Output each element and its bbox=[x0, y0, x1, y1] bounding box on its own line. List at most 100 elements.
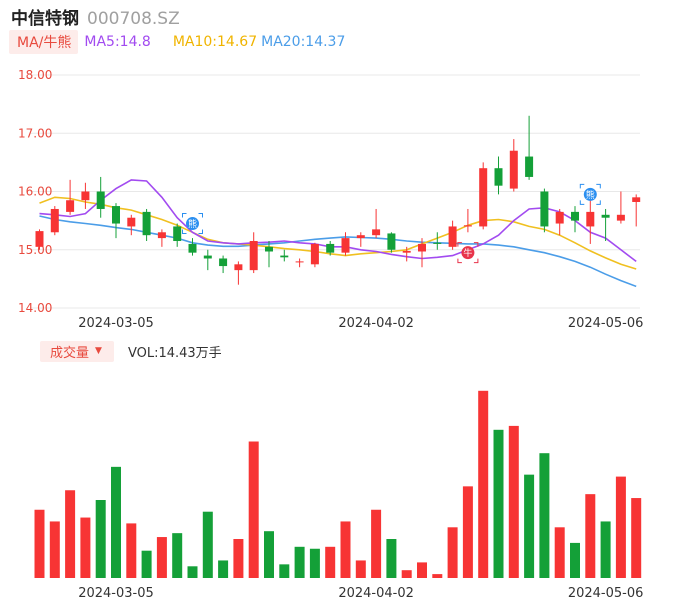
candle bbox=[525, 115, 534, 180]
volume-bar bbox=[325, 546, 336, 578]
candle bbox=[402, 246, 411, 262]
bull-signal-marker: 牛 bbox=[457, 242, 479, 264]
candle bbox=[356, 232, 365, 247]
volume-indicator-bar: 成交量 ▼ VOL:14.43万手 bbox=[40, 340, 222, 362]
bear-signal-marker: 熊 bbox=[182, 213, 203, 235]
volume-bar bbox=[478, 390, 489, 578]
volume-bar bbox=[80, 517, 91, 578]
volume-bar bbox=[355, 560, 366, 578]
candle-body bbox=[50, 208, 59, 233]
volume-bar bbox=[508, 425, 519, 578]
candle-body bbox=[372, 229, 381, 236]
candle bbox=[219, 255, 228, 274]
candle bbox=[341, 232, 350, 256]
candle-body bbox=[463, 225, 472, 227]
candle-body bbox=[66, 200, 75, 212]
volume-bar bbox=[462, 486, 473, 578]
volume-bar bbox=[141, 550, 152, 578]
volume-indicator-selector[interactable]: 成交量 ▼ bbox=[40, 340, 114, 362]
volume-bar bbox=[65, 490, 76, 578]
candle bbox=[571, 206, 579, 233]
candle bbox=[234, 261, 243, 285]
candle bbox=[448, 220, 457, 250]
candle-body bbox=[571, 211, 579, 221]
candle bbox=[310, 242, 319, 268]
candle bbox=[387, 232, 396, 253]
candle bbox=[463, 208, 472, 233]
y-tick-label: 16.00 bbox=[18, 185, 52, 199]
x-tick-label: 2024-03-05 bbox=[78, 316, 154, 331]
candle bbox=[249, 232, 258, 274]
bear-signal-marker: 熊 bbox=[579, 183, 601, 205]
x-axis-labels: 2024-03-05 2024-04-02 2024-05-06 bbox=[78, 316, 643, 331]
caret-down-icon: ▼ bbox=[95, 346, 102, 356]
volume-value: VOL:14.43万手 bbox=[127, 345, 222, 361]
candle-body bbox=[540, 191, 549, 227]
candle-body bbox=[387, 233, 396, 250]
volume-bar bbox=[417, 562, 427, 578]
candle-body bbox=[157, 232, 166, 239]
volume-bar bbox=[218, 560, 229, 578]
marker-label: 熊 bbox=[586, 189, 595, 201]
volume-bar bbox=[309, 548, 320, 578]
candle-body bbox=[219, 258, 228, 267]
volume-x-axis-labels: 2024-03-05 2024-04-02 2024-05-06 bbox=[78, 586, 643, 601]
candle bbox=[479, 162, 488, 230]
candle bbox=[173, 223, 182, 247]
marker-bracket bbox=[457, 242, 479, 264]
volume-bar bbox=[554, 527, 565, 578]
volume-bar bbox=[126, 523, 137, 578]
candlesticks bbox=[35, 115, 641, 285]
candle bbox=[142, 208, 151, 242]
candle bbox=[616, 191, 625, 224]
candle-body bbox=[112, 206, 120, 224]
candle bbox=[433, 232, 442, 250]
y-tick-label: 17.00 bbox=[18, 126, 52, 140]
volume-bar bbox=[570, 542, 580, 578]
candle-body bbox=[280, 255, 289, 258]
candle bbox=[295, 258, 304, 268]
candle bbox=[157, 229, 166, 247]
candle-body bbox=[448, 226, 457, 247]
candle-body bbox=[433, 242, 442, 244]
x-tick-label: 2024-03-05 bbox=[78, 586, 154, 601]
candle-body bbox=[326, 243, 335, 253]
candle bbox=[188, 238, 197, 256]
volume-bar bbox=[631, 498, 642, 578]
ma10-label: MA10:14.67 bbox=[172, 34, 258, 50]
signal-markers: 熊牛 熊 bbox=[182, 183, 601, 264]
ma5-line bbox=[39, 179, 637, 263]
volume-bar bbox=[340, 521, 351, 578]
marker-label: 熊 bbox=[188, 218, 197, 230]
candle-body bbox=[586, 211, 595, 227]
marker-label: 牛 bbox=[463, 247, 472, 259]
volume-bar bbox=[386, 539, 397, 578]
ma-indicator-selector[interactable]: MA/牛熊 bbox=[9, 30, 79, 54]
candle-body bbox=[142, 211, 151, 236]
candle-body bbox=[479, 168, 488, 227]
y-tick-label: 15.00 bbox=[18, 243, 52, 257]
volume-bar bbox=[202, 511, 213, 578]
volume-bars bbox=[34, 390, 642, 578]
candle-body bbox=[203, 255, 212, 259]
candle-body bbox=[601, 214, 610, 218]
volume-bar bbox=[600, 521, 611, 578]
candle bbox=[280, 249, 289, 262]
candle bbox=[418, 238, 426, 268]
volume-bar bbox=[447, 527, 458, 578]
candle bbox=[540, 188, 549, 233]
candle bbox=[586, 197, 595, 244]
candle-body bbox=[127, 217, 136, 227]
stock-name: 中信特钢 bbox=[11, 9, 79, 29]
candle bbox=[127, 214, 136, 236]
volume-bar bbox=[111, 466, 121, 578]
volume-bar bbox=[615, 476, 626, 578]
candle-body bbox=[616, 214, 625, 221]
candle-body bbox=[402, 250, 411, 253]
candle bbox=[601, 208, 610, 242]
candle bbox=[632, 194, 641, 227]
x-tick-label: 2024-05-06 bbox=[568, 586, 644, 601]
candle bbox=[35, 229, 44, 250]
y-tick-label: 14.00 bbox=[18, 301, 52, 315]
